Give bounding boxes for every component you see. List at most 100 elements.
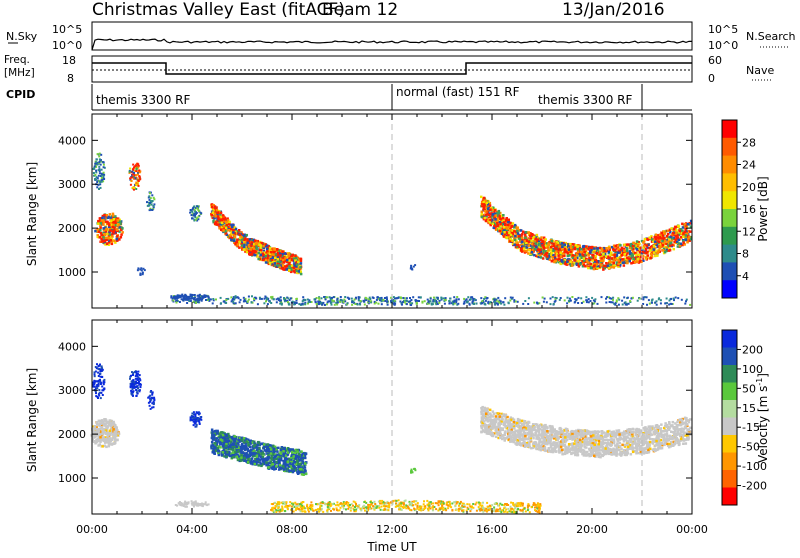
scatter-cell [333,296,335,298]
scatter-cell [585,296,587,298]
scatter-cell [220,297,222,299]
colorbar-swatch [722,262,737,280]
scatter-cell [237,296,239,298]
scatter-cell [190,294,192,296]
colorbar-swatch [722,120,737,138]
scatter-cell [609,261,612,264]
scatter-cell [93,440,96,443]
scatter-cell [189,212,191,214]
scatter-cell [629,247,632,250]
scatter-cell [513,299,515,301]
scatter-cell [94,165,96,167]
scatter-cell [551,260,554,263]
colorbar-tick-label: 12 [742,225,756,238]
scatter-cell [456,296,458,298]
scatter-cell [430,298,432,300]
scatter-cell [496,222,499,225]
scatter-cell [648,247,651,250]
nave-label: Nave [746,64,774,77]
scatter-cell [472,298,474,300]
scatter-cell [514,224,517,227]
scatter-cell [318,297,320,299]
scatter-cell [243,246,246,249]
scatter-cell [628,303,630,305]
scatter-cell [149,395,151,397]
scatter-cell [610,266,613,269]
scatter-cell [217,218,220,221]
scatter-cell [153,397,155,399]
scatter-cell [564,243,567,246]
scatter-cell [136,395,138,397]
scatter-cell [347,302,349,304]
scatter-cell [135,174,137,176]
scatter-cell [608,247,611,250]
scatter-cell [503,231,506,234]
scatter-cell [590,267,593,270]
scatter-cell [293,270,296,273]
scatter-cell [645,252,648,255]
scatter-cell [500,300,502,302]
scatter-cell [621,300,623,302]
scatter-cell [113,240,116,243]
scatter-cell [111,226,114,229]
scatter-cell [106,228,109,231]
scatter-cell [236,238,239,241]
scatter-cell [104,234,107,237]
colorbar-swatch [722,138,737,156]
scatter-cell [611,254,614,256]
scatter-cell [103,388,105,390]
scatter-cell [687,223,690,226]
scatter-cell [228,221,231,224]
scatter-cell [657,252,660,255]
scatter-cell [525,250,528,253]
scatter-cell [582,246,585,249]
scatter-cell [197,297,199,299]
scatter-cell [132,187,134,189]
scatter-cell [444,303,446,305]
scatter-cell [337,300,339,302]
scatter-cell [250,244,253,247]
scatter-cell [623,249,626,252]
scatter-cell [104,431,107,434]
scatter-cell [94,426,97,429]
scatter-cell [211,206,214,209]
scatter-cell [329,296,331,298]
scatter-cell [333,300,335,302]
scatter-cell [109,213,112,216]
scatter-cell [94,163,96,165]
scatter-cell [251,241,254,244]
scatter-cell [646,244,649,247]
scatter-cell [269,247,272,250]
y-tick-label: 1000 [58,266,86,279]
scatter-cell [555,243,558,246]
scatter-cell [194,422,196,424]
scatter-cell [243,297,245,299]
scatter-cell [283,261,286,264]
scatter-cell [95,171,97,173]
scatter-cell [619,244,622,247]
scatter-cell [150,200,152,202]
scatter-cell [203,296,205,298]
scatter-cell [109,419,112,422]
scatter-cell [607,257,610,260]
scatter-cell [276,298,278,300]
scatter-cell [214,223,217,226]
scatter-cell [402,301,404,303]
scatter-cell [95,395,97,397]
nsearch-label: N.Search [746,30,796,43]
scatter-cell [381,297,383,299]
scatter-cell [494,209,497,212]
scatter-cell [508,219,511,222]
scatter-cell [119,220,122,223]
scatter-cell [603,250,606,253]
colorbar-swatch [722,173,737,191]
scatter-cell [272,253,275,256]
scatter-cell [131,393,133,395]
scatter-cell [682,232,685,235]
scatter-cell [561,260,564,263]
colorbar-swatch [722,227,737,245]
scatter-cell [558,245,561,248]
scatter-cell [110,425,113,428]
scatter-cell [108,445,111,448]
scatter-cell [387,304,389,306]
